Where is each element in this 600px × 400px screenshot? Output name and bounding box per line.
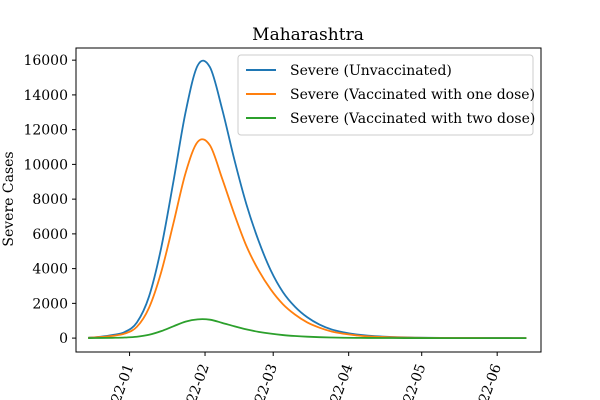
y-tick-label: 6000 xyxy=(32,227,68,243)
y-tick-label: 12000 xyxy=(23,123,68,139)
y-tick-label: 14000 xyxy=(23,88,68,104)
plot-area-frame xyxy=(75,47,542,353)
series-line-2 xyxy=(88,318,527,340)
y-tick-label: 10000 xyxy=(23,157,68,173)
legend-entry-label: Severe (Unvaccinated) xyxy=(290,63,452,79)
y-axis-label: Severe Cases xyxy=(1,151,17,246)
legend-box xyxy=(237,54,534,136)
y-axis: 0 2000 4000 6000 8000 10000 12000 14000 16000 xyxy=(23,53,76,347)
y-tick-label: 16000 xyxy=(23,53,68,69)
chart-title: Maharashtra xyxy=(252,25,364,45)
legend-entry-label: Severe (Vaccinated with one dose) xyxy=(290,87,535,103)
legend-entry-label: Severe (Vaccinated with two dose) xyxy=(290,111,535,127)
series-lines xyxy=(88,59,527,340)
y-tick-label: 2000 xyxy=(32,296,68,312)
legend: Severe (Unvaccinated) Severe (Vaccinated … xyxy=(237,54,535,136)
y-tick-label: 4000 xyxy=(32,262,68,278)
y-tick-label: 0 xyxy=(59,331,68,347)
y-tick-label: 8000 xyxy=(32,192,68,208)
